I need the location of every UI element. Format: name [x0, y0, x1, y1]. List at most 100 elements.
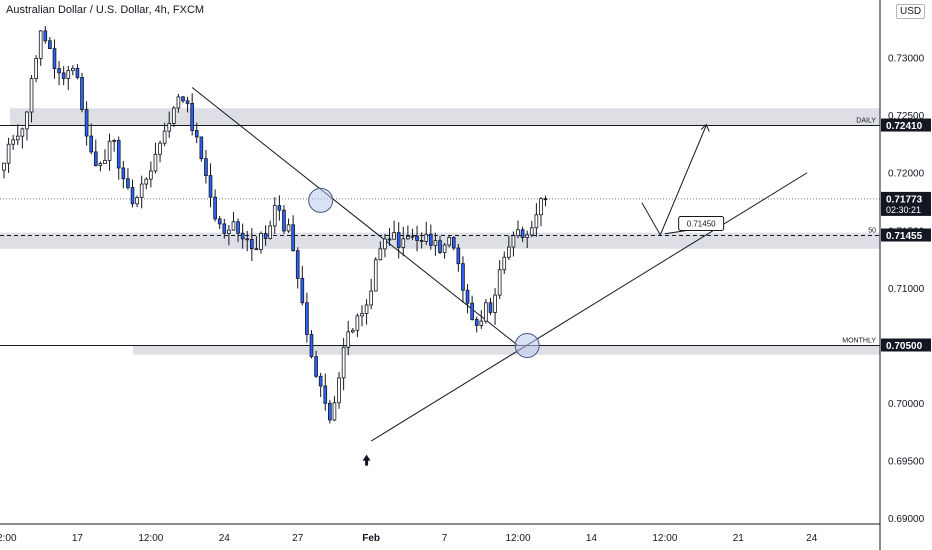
candle: [185, 96, 190, 113]
candle: [373, 257, 378, 292]
x-tick-label: 12:00: [138, 533, 163, 544]
level-label-daily: DAILY: [856, 118, 876, 125]
candle: [461, 256, 465, 303]
candle: [337, 371, 341, 409]
candle: [447, 235, 452, 248]
candle: [204, 149, 208, 184]
candle: [57, 61, 61, 86]
candle: [291, 215, 295, 252]
candle: [268, 220, 273, 240]
currency-button[interactable]: USD: [896, 4, 926, 19]
touch-circle-1[interactable]: [308, 187, 334, 213]
candle: [158, 140, 162, 163]
candle: [194, 122, 199, 144]
candle: [507, 235, 511, 261]
candle: [318, 372, 323, 397]
candle: [516, 220, 520, 239]
candle: [162, 122, 167, 147]
x-tick-label: 24: [219, 533, 231, 544]
price-tag-monthly[interactable]: 0.70500: [881, 338, 931, 352]
touch-circle-2[interactable]: [514, 332, 540, 358]
candle: [263, 225, 268, 246]
candle: [465, 284, 470, 314]
candle: [328, 399, 332, 424]
candle: [282, 205, 286, 234]
candle: [61, 66, 66, 86]
x-tick-label: 27: [292, 533, 304, 544]
level-label-monthly: MONTHLY: [842, 337, 876, 344]
candle: [245, 230, 250, 252]
candle: [456, 243, 461, 272]
price-tag-daily[interactable]: 0.72410: [881, 118, 931, 132]
x-tick-label: 12:00: [506, 533, 531, 544]
candle: [208, 163, 213, 208]
candle: [424, 221, 429, 245]
candle: [135, 195, 139, 208]
candle: [2, 162, 6, 179]
y-tick-label: 0.69500: [888, 457, 925, 468]
candle: [346, 320, 351, 356]
candle: [236, 218, 240, 243]
candle: [71, 65, 75, 76]
candle: [190, 93, 194, 136]
candle: [181, 95, 185, 104]
candle: [300, 265, 305, 306]
candle: [438, 235, 442, 254]
candle: [217, 215, 222, 229]
candle: [502, 251, 507, 274]
up-arrow-icon: [362, 454, 371, 466]
candle: [520, 226, 525, 243]
projection-up-leg[interactable]: [659, 125, 707, 236]
candle: [529, 220, 534, 238]
candle: [153, 142, 158, 174]
candle: [231, 212, 236, 231]
candle: [305, 292, 309, 343]
candle: [93, 139, 98, 167]
candle: [199, 136, 204, 162]
target-callout[interactable]: [678, 216, 725, 232]
candle: [433, 232, 438, 256]
trendline-descending[interactable]: [191, 87, 519, 346]
candle: [254, 236, 259, 251]
level-label-50: 50: [868, 228, 876, 235]
candle: [126, 168, 130, 190]
candle: [149, 161, 153, 188]
candle: [419, 232, 424, 249]
candle: [539, 197, 543, 227]
price-tag-fifty[interactable]: 0.71455: [881, 228, 931, 243]
candle: [277, 195, 282, 221]
x-tick-label: 24: [806, 533, 818, 544]
candle: [98, 161, 103, 172]
x-tick-label: Feb: [362, 533, 380, 544]
candle: [428, 224, 433, 250]
svg-text:0.71773: 0.71773: [886, 194, 923, 205]
candle: [543, 195, 548, 207]
candle: [364, 299, 369, 325]
candle: [396, 222, 401, 259]
candle: [130, 179, 135, 208]
trendline-ascending[interactable]: [370, 172, 808, 442]
candle: [38, 29, 43, 66]
candle: [84, 101, 89, 146]
candle: [112, 138, 116, 152]
candle: [227, 224, 231, 246]
svg-text:0.70500: 0.70500: [886, 341, 923, 352]
candle: [75, 64, 80, 80]
candle: [11, 134, 16, 150]
candle: [314, 350, 318, 378]
candle: [29, 75, 34, 123]
y-tick-label: 0.72500: [888, 111, 925, 122]
x-tick-label: 14: [586, 533, 598, 544]
candle: [66, 65, 71, 90]
projection-down-leg[interactable]: [641, 202, 661, 236]
y-tick-label: 0.72000: [888, 169, 925, 180]
candle: [401, 226, 406, 257]
candle: [116, 136, 121, 180]
candle: [20, 127, 25, 149]
candle: [442, 242, 447, 259]
candle: [222, 218, 227, 239]
x-tick-label: 17: [72, 533, 84, 544]
candle: [176, 93, 181, 113]
